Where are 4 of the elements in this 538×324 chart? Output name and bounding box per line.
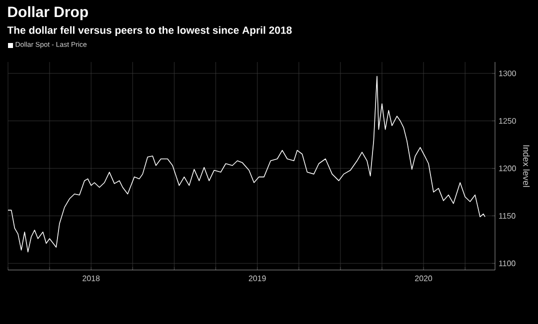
line-series [8,76,486,252]
chart-title: Dollar Drop [8,6,88,20]
y-axis-title: Index level [523,145,530,187]
chart-subtitle: The dollar fell versus peers to the lowest since April 2018 [7,26,292,36]
